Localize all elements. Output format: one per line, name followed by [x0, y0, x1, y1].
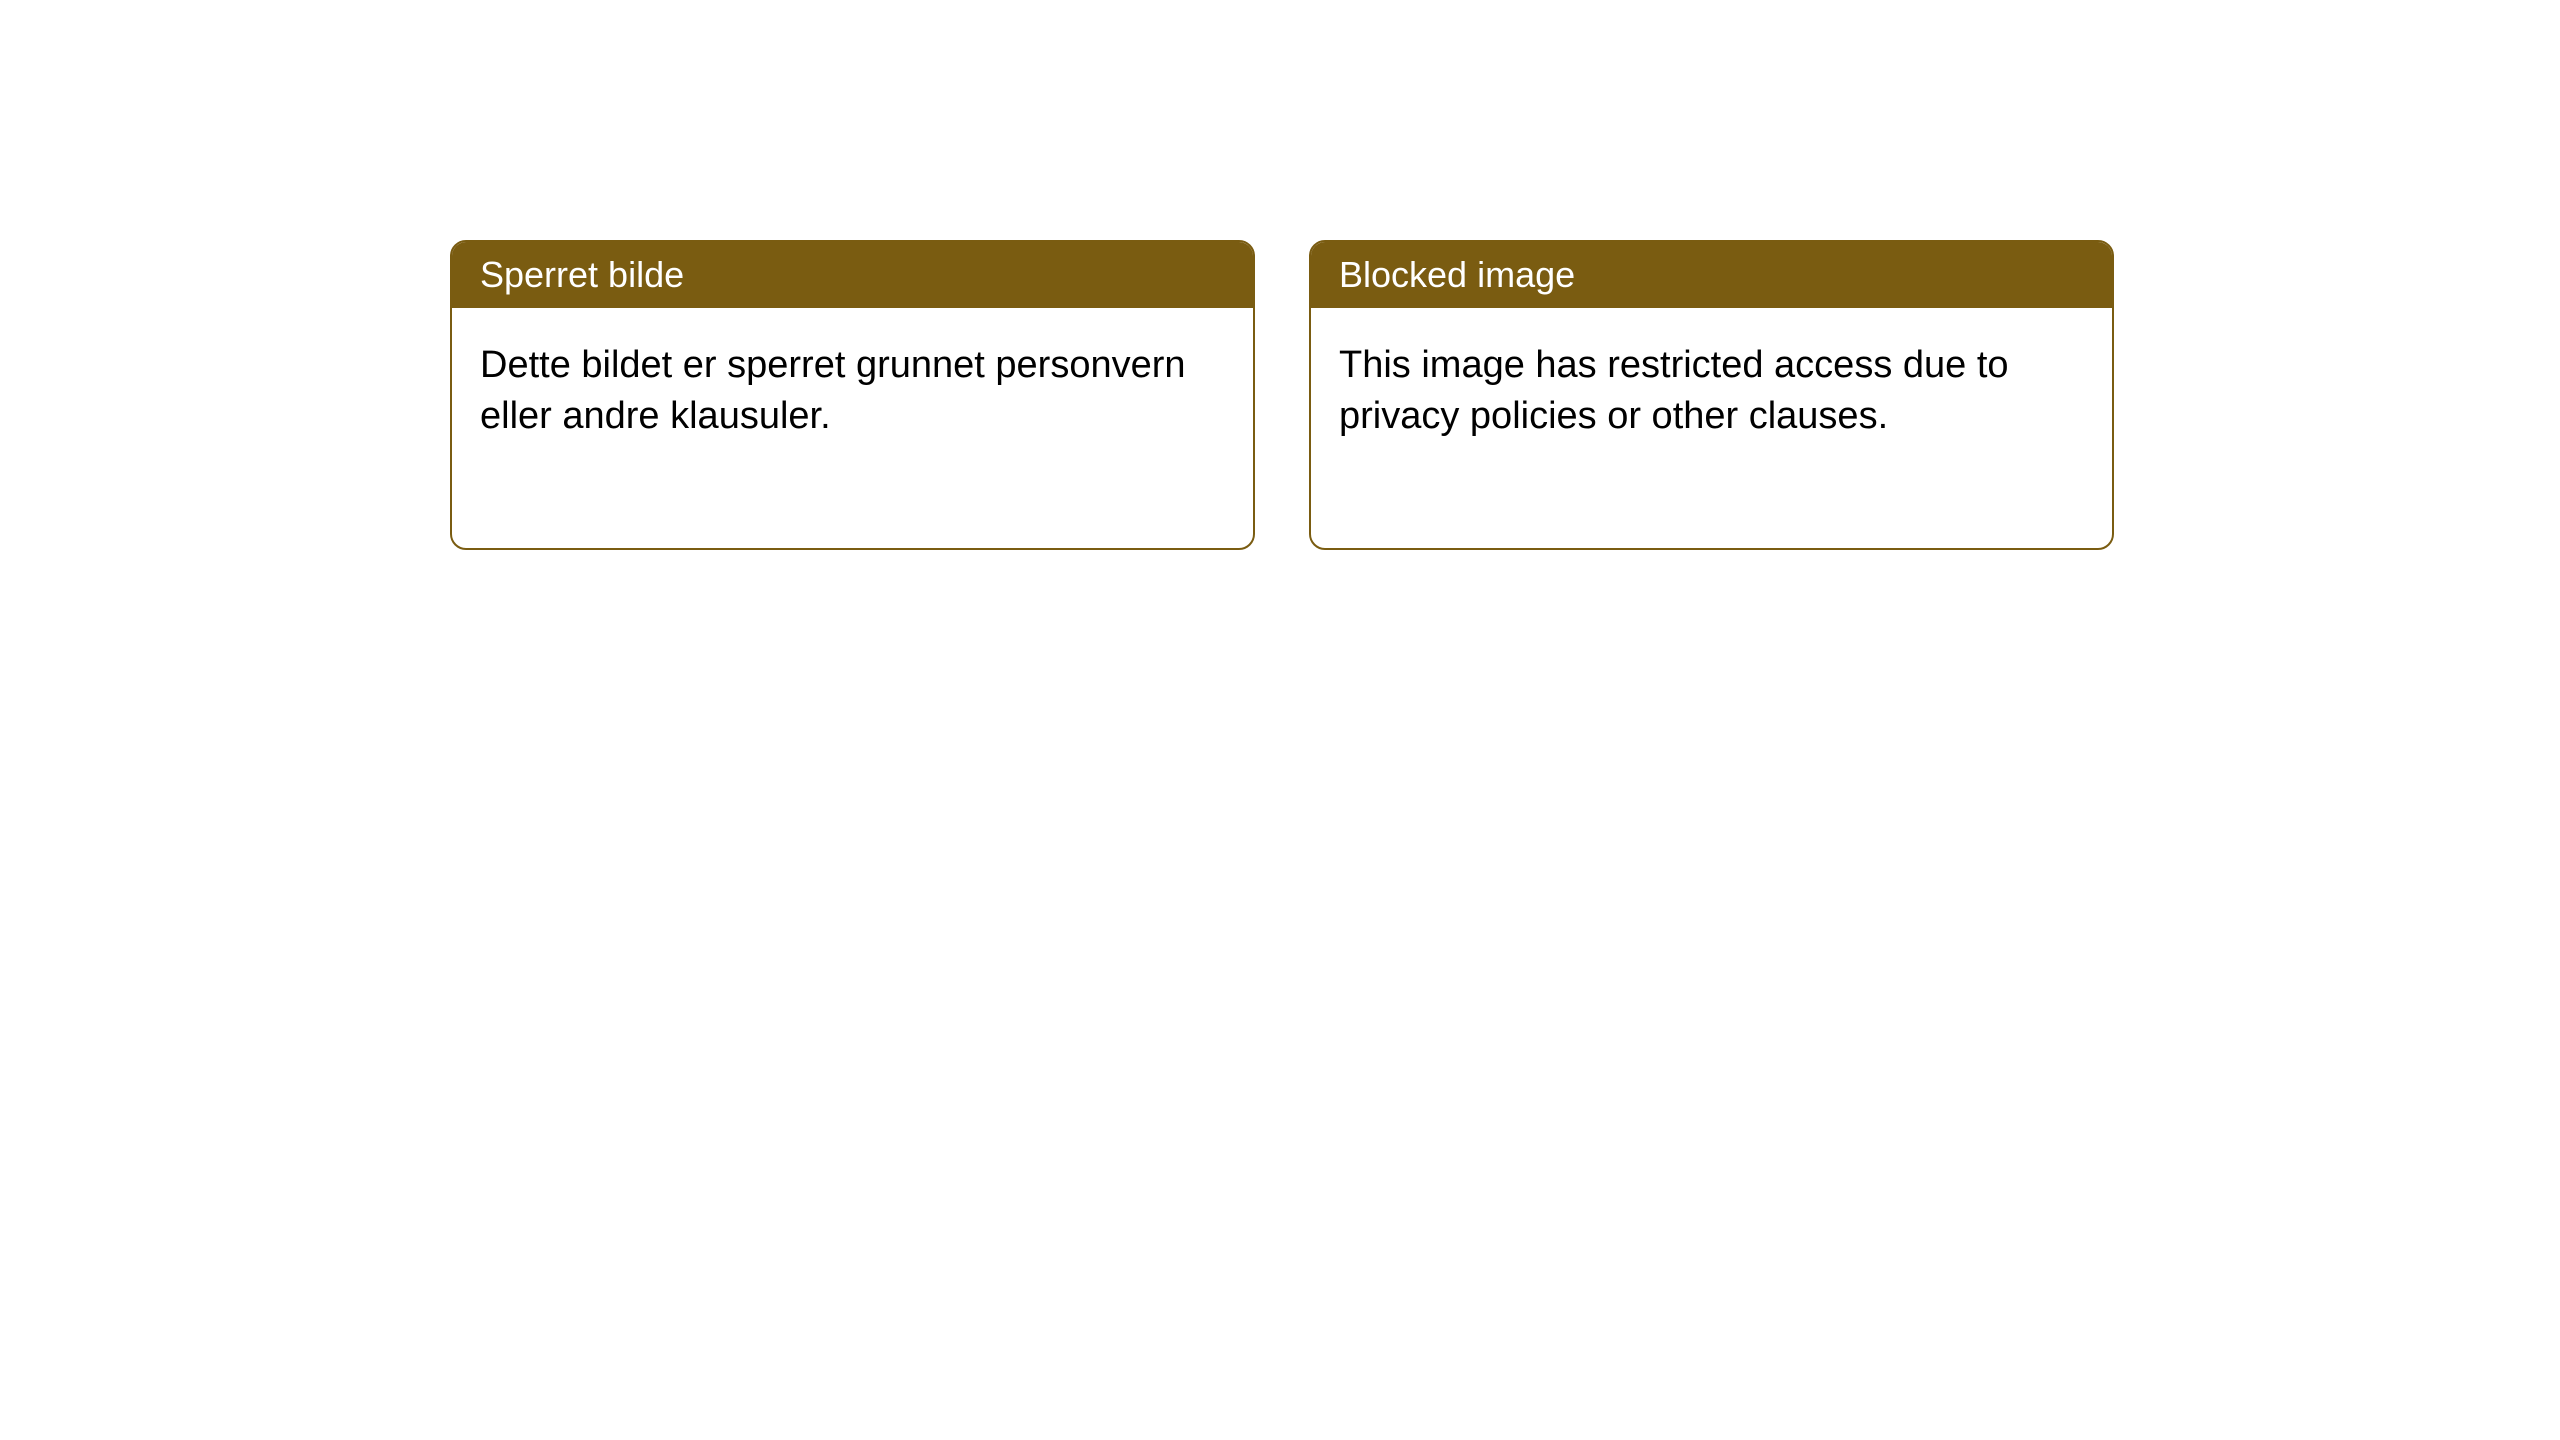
notice-body-text: This image has restricted access due to …: [1339, 344, 2009, 437]
notice-container: Sperret bilde Dette bildet er sperret gr…: [450, 240, 2114, 550]
notice-body-text: Dette bildet er sperret grunnet personve…: [480, 344, 1186, 437]
notice-header-text: Blocked image: [1339, 254, 1575, 295]
notice-header-text: Sperret bilde: [480, 254, 684, 295]
notice-card-norwegian: Sperret bilde Dette bildet er sperret gr…: [450, 240, 1255, 550]
notice-header: Blocked image: [1311, 242, 2112, 308]
notice-card-english: Blocked image This image has restricted …: [1309, 240, 2114, 550]
notice-header: Sperret bilde: [452, 242, 1253, 308]
notice-body: This image has restricted access due to …: [1311, 308, 2112, 548]
notice-body: Dette bildet er sperret grunnet personve…: [452, 308, 1253, 548]
